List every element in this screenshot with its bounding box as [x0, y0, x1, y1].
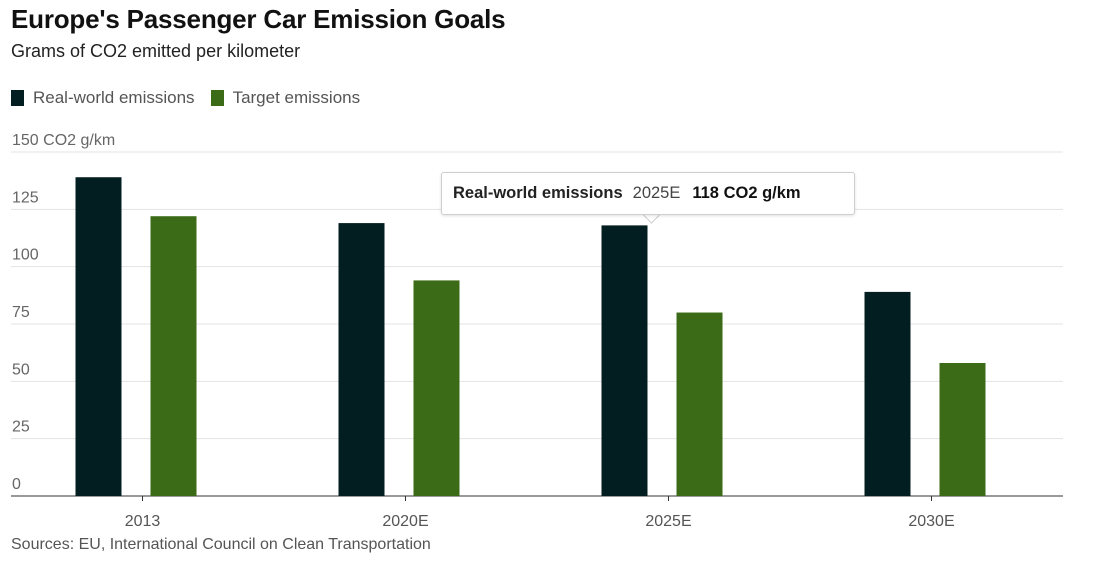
legend-swatch-real-world [11, 90, 24, 106]
bar-chart: 150 CO2 g/km 125 100 75 50 25 0 2013 2020E 2025E 2… [11, 132, 1063, 530]
x-tick-label: 2030E [908, 513, 954, 530]
y-tick-label: 100 [12, 247, 39, 264]
bar-target-2030e [939, 362, 986, 496]
tooltip: Real-world emissions 2025E 118 CO2 g/km [441, 172, 855, 215]
legend-label-real-world: Real-world emissions [33, 88, 195, 107]
legend-swatch-target [210, 90, 224, 106]
tooltip-category: 2025E [632, 184, 681, 202]
legend-label-target: Target emissions [232, 88, 361, 107]
y-tick-label: 125 [12, 189, 39, 206]
chart-title: Europe's Passenger Car Emission Goals [11, 4, 506, 34]
bar-target-2013 [150, 216, 197, 497]
bar-real-world-2030e [864, 291, 911, 496]
y-tick-label: 50 [12, 361, 30, 378]
bar-real-world-2025e [601, 225, 648, 497]
chart-subtitle: Grams of CO2 emitted per kilometer [11, 41, 301, 61]
y-tick-label: 0 [12, 476, 21, 493]
x-tick-label: 2020E [382, 513, 428, 530]
legend-item-target[interactable]: Target emissions [210, 88, 361, 108]
legend: Real-world emissions Target emissions [11, 88, 376, 108]
x-tick-label: 2013 [125, 513, 161, 530]
bar-target-2025e [676, 312, 723, 496]
y-tick-label: 25 [12, 419, 30, 436]
tooltip-series: Real-world emissions [453, 184, 623, 202]
x-tick-label: 2025E [645, 513, 691, 530]
bar-real-world-2013 [75, 177, 122, 496]
bar-target-2020e [413, 280, 460, 496]
legend-item-real-world[interactable]: Real-world emissions [11, 88, 195, 108]
tooltip-value: 118 CO2 g/km [692, 184, 801, 202]
y-tick-label: 150 CO2 g/km [12, 132, 115, 149]
y-tick-label: 75 [12, 304, 30, 321]
source-note: Sources: EU, International Council on Cl… [11, 536, 431, 553]
bar-real-world-2020e [338, 223, 385, 497]
